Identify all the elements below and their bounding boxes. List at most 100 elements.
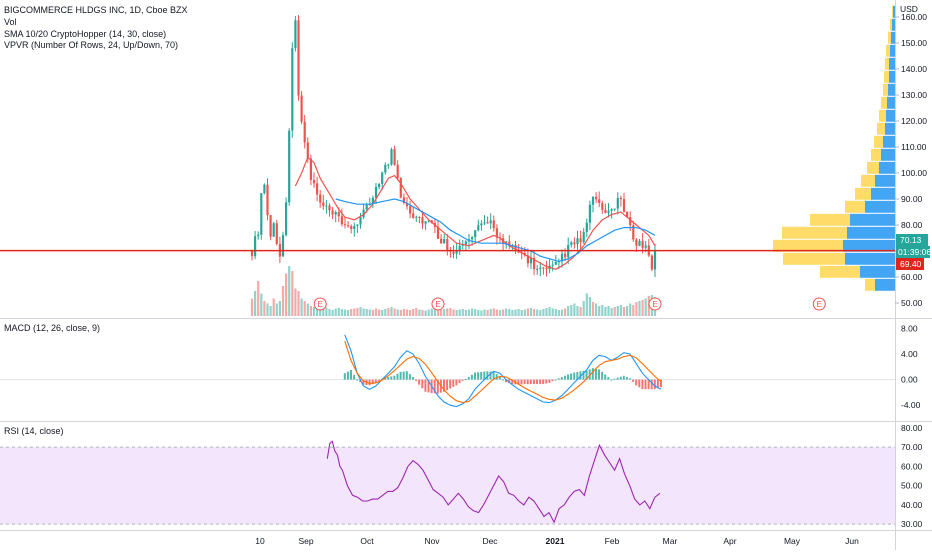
vpvr-bar-up [860, 265, 895, 278]
macd-histogram-bar [653, 379, 656, 390]
macd-histogram-bar [598, 369, 600, 380]
candle-body [359, 217, 362, 225]
vpvr-bar-up [871, 187, 895, 200]
macd-histogram-bar [622, 375, 625, 380]
macd-histogram-bar [415, 379, 418, 381]
vpvr-bar-up [875, 174, 895, 187]
candle-body [415, 216, 418, 218]
candle-body [533, 258, 536, 270]
macd-histogram-bar [408, 374, 411, 380]
volume-bar [471, 308, 474, 316]
volume-bar [331, 310, 334, 316]
volume-bar [343, 309, 347, 316]
macd-histogram-bar [523, 379, 526, 385]
vpvr-legend[interactable]: VPVR (Number Of Rows, 24, Up/Down, 70) [4, 40, 178, 50]
sma-legend[interactable]: SMA 10/20 CryptoHopper (14, 30, close) [4, 29, 166, 39]
price-pane[interactable] [0, 0, 895, 318]
price-legend-title[interactable]: BIGCOMMERCE HLDGS INC, 1D, Cboe BZX [4, 5, 188, 15]
volume-bar [446, 308, 449, 316]
price-tick-label: 50.00 [901, 298, 923, 308]
currency-label: USD [900, 4, 918, 14]
macd-histogram-bar [452, 379, 455, 387]
price-tick-label: 80.00 [901, 220, 923, 230]
vpvr-bar-up [892, 18, 895, 31]
earnings-marker [313, 297, 327, 311]
macd-legend[interactable]: MACD (12, 26, close, 9) [4, 323, 100, 333]
volume-bar [619, 305, 622, 316]
price-axes[interactable]: 50.00 60.00 70.00 80.00 90.00 100.00 110.00 120… [895, 12, 927, 529]
volume-bar [616, 306, 619, 316]
time-tick-label: Dec [482, 536, 498, 546]
candle-body [347, 225, 350, 227]
volume-bar [409, 310, 412, 316]
vpvr-bar-down [867, 161, 879, 174]
rsi-tick-label: 40.00 [901, 500, 923, 510]
candle-body [381, 172, 384, 185]
vpvr-bar-up [885, 122, 895, 135]
candle-body [560, 253, 564, 262]
macd-tick-label: 0.00 [901, 375, 918, 385]
macd-tick-label: -4.00 [901, 400, 921, 410]
macd-histogram-bar [402, 371, 405, 380]
candle-body [545, 268, 548, 270]
macd-histogram-bar [573, 372, 576, 380]
macd-histogram-bar [554, 379, 557, 381]
countdown-badge [896, 246, 930, 258]
volume-bar [356, 308, 359, 316]
macd-histogram-bar [412, 377, 414, 380]
macd-histogram-bar [470, 374, 473, 380]
candle-body [514, 245, 517, 250]
candle-body [629, 217, 632, 226]
volume-legend[interactable]: Vol [4, 17, 17, 27]
earnings-marker [812, 297, 826, 311]
volume-bar [430, 308, 433, 316]
candle-body [464, 241, 467, 245]
rsi-tick-label: 30.00 [901, 519, 923, 529]
vpvr-bar-down [886, 44, 890, 57]
volume-bar [564, 308, 567, 316]
volume-bar [542, 309, 545, 316]
candle-body [393, 149, 396, 165]
candle-body [312, 180, 316, 184]
volume-bar [508, 309, 511, 316]
time-tick-label: 2021 [546, 536, 565, 546]
candle-body [610, 209, 613, 211]
vpvr-bar-up [890, 44, 895, 57]
macd-histogram-bar [563, 375, 566, 380]
candle-body [529, 258, 533, 264]
volume-bar [266, 303, 269, 316]
volume-bar [632, 305, 635, 316]
volume-bar [269, 306, 272, 316]
macd-histogram-bar [474, 372, 476, 380]
volume-bar [412, 309, 415, 316]
macd-histogram-bar [356, 379, 359, 381]
macd-histogram-bar [582, 370, 585, 380]
vpvr-bar-down [782, 226, 847, 239]
macd-histogram-bar [458, 379, 461, 384]
macd-pane[interactable] [0, 319, 895, 421]
time-tick-label: Sep [298, 536, 313, 546]
volume-bar [418, 309, 421, 316]
candle-body [412, 213, 415, 218]
time-axis[interactable]: 10 Sep Oct Nov Dec 2021 Feb Mar Apr May Jun [255, 536, 859, 546]
macd-histogram-bar [629, 378, 631, 380]
volume-bar [396, 309, 399, 316]
macd-histogram-bar [635, 379, 638, 386]
macd-histogram-bar [625, 377, 628, 380]
candle-body [495, 228, 498, 238]
volume-bar [387, 308, 390, 316]
price-tick-label: 120.00 [901, 116, 927, 126]
macd-histogram-bar [641, 379, 644, 390]
rsi-tick-label: 50.00 [901, 481, 923, 491]
candle-body [353, 225, 356, 229]
volume-bar [449, 308, 452, 316]
macd-histogram-bar [601, 371, 604, 380]
volume-bar [368, 309, 371, 316]
volume-bar [613, 307, 616, 316]
volume-bar [297, 291, 300, 316]
sma-slow-line [335, 198, 656, 263]
rsi-legend[interactable]: RSI (14, close) [4, 426, 64, 436]
